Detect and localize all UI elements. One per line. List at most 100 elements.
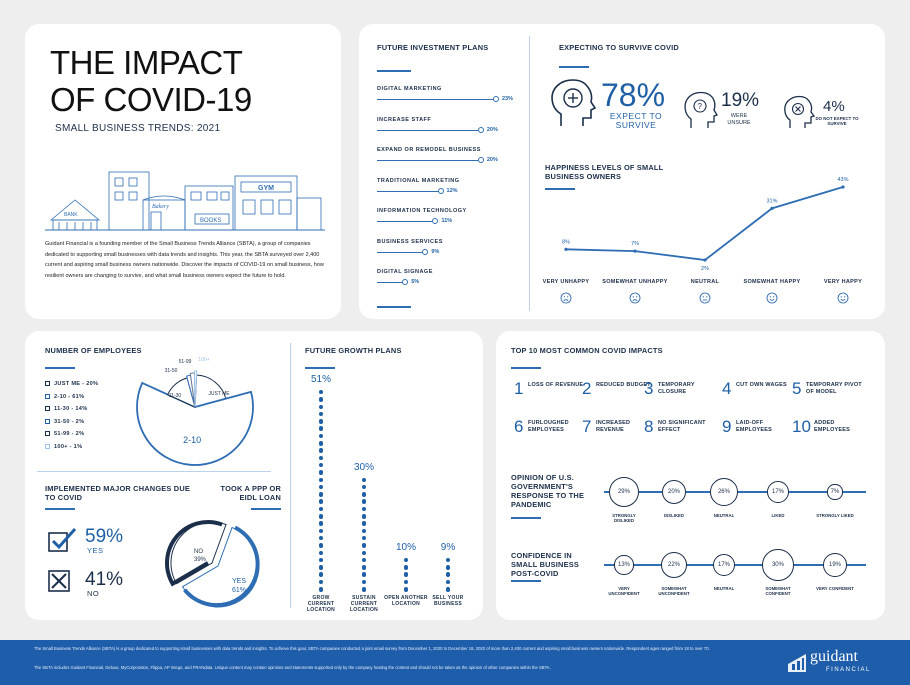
- legend-swatch: [45, 443, 50, 449]
- growth-dot: [318, 543, 324, 548]
- footer-disclaimer-1: The Small Business Trends Alliance (SBTA…: [34, 646, 710, 651]
- growth-pct: 10%: [395, 541, 416, 553]
- legend-swatch: [45, 418, 50, 424]
- impact-number: 4: [722, 379, 732, 398]
- ppp-pie-chart: NO 39% YES 61%: [165, 520, 260, 608]
- employees-legend-label: 2-10 - 61%: [54, 393, 85, 400]
- investment-bar: [377, 160, 478, 161]
- investment-bottom-rule: [377, 306, 411, 308]
- svg-text:?: ?: [698, 102, 703, 111]
- footer-disclaimer-2: The SBTA includes Guidant Financial, Del…: [34, 665, 551, 670]
- investment-bar: [377, 99, 493, 100]
- growth-dot: [403, 572, 409, 577]
- legend-swatch: [45, 431, 50, 436]
- bakery-sign: Bakery: [152, 204, 169, 210]
- investment-bar: [377, 221, 433, 222]
- happiness-point: [564, 247, 568, 251]
- employees-legend-item: JUST ME - 20%: [45, 381, 98, 387]
- head-plus-icon: [551, 79, 597, 126]
- legend-swatch: [45, 393, 50, 399]
- growth-dot: [403, 565, 409, 570]
- investment-bar-end: [477, 126, 484, 133]
- impact-number: 9: [722, 417, 732, 436]
- happiness-heading: HAPPINESS LEVELS OF SMALL BUSINESS OWNER…: [545, 163, 664, 181]
- bubble: 26%: [709, 477, 739, 507]
- employees-legend-item: 11-30 - 14%: [45, 406, 87, 412]
- employees-slice-label: 11-30: [169, 393, 182, 399]
- investment-item-label: INCREASE STAFF: [377, 116, 432, 123]
- investment-item-value: 12%: [446, 187, 458, 194]
- changes-yes-label: YES: [87, 546, 104, 555]
- bubble: 7%: [827, 484, 843, 500]
- investment-bar: [377, 129, 478, 131]
- investment-bar-end: [402, 279, 409, 285]
- growth-dot: [361, 521, 367, 526]
- ppp-yes-arc: [183, 525, 260, 608]
- section-divider: [529, 36, 530, 311]
- bubble-label: LIKED: [771, 513, 785, 518]
- investment-bar: [377, 190, 438, 192]
- investment-item-label: INFORMATION TECHNOLOGY: [377, 208, 467, 214]
- ppp-no-pct: 39%: [194, 557, 207, 563]
- happiness-category-label: VERY HAPPY: [823, 279, 863, 285]
- employees-legend-label: 31-50 - 2%: [54, 418, 85, 425]
- growth-dot: [318, 448, 324, 453]
- growth-dot: [361, 587, 367, 592]
- guidant-logo-text: guidant: [810, 648, 858, 665]
- changes-heading: IMPLEMENTED MAJOR CHANGES DUE TO COVID: [45, 484, 190, 502]
- bubble-label: DISLIKED: [663, 513, 685, 518]
- growth-dot: [318, 477, 324, 483]
- bubble-label: SOMEWHAT CONFIDENT: [765, 586, 791, 596]
- opinion-underline: [511, 517, 541, 519]
- bubble: 30%: [762, 549, 794, 581]
- bubble: 22%: [661, 552, 687, 578]
- investment-item-label: DIGITAL SIGNAGE: [377, 269, 433, 275]
- employees-slice-label: 51-99: [179, 359, 192, 365]
- employees-legend-label: 51-99 - 2%: [54, 431, 85, 437]
- investment-item-label: BUSINESS SERVICES: [377, 238, 443, 245]
- happiness-value-label: 43%: [837, 177, 848, 183]
- investment-heading: FUTURE INVESTMENT PLANS: [377, 43, 489, 52]
- growth-label: OPEN ANOTHER LOCATION: [384, 595, 428, 607]
- impact-text: CUT OWN WAGES: [736, 382, 787, 388]
- not-survive-label: DO NOT EXPECT TO SURVIVE: [815, 116, 859, 126]
- impact-text: FURLOUGHED EMPLOYEES: [528, 420, 569, 433]
- employees-heading: NUMBER OF EMPLOYEES: [45, 346, 142, 355]
- growth-dot: [318, 441, 324, 446]
- growth-dot: [318, 565, 324, 570]
- growth-pct: 9%: [440, 541, 456, 553]
- expect-survive-pct: 78%: [601, 77, 666, 113]
- impact-text: REDUCED BUDGET: [596, 382, 651, 388]
- happiness-line-chart: 8% 7% 2% 31% 43%: [562, 177, 849, 272]
- growth-pct: 30%: [353, 461, 374, 473]
- checkbox-x-icon: [48, 570, 70, 592]
- bubble: 20%: [661, 479, 687, 505]
- growth-dot: [318, 587, 324, 592]
- impact-number: 1: [514, 379, 524, 398]
- impacts-heading: TOP 10 MOST COMMON COVID IMPACTS: [511, 346, 663, 355]
- changes-no-pct: 41%: [85, 569, 124, 590]
- investment-bar: [377, 251, 423, 253]
- growth-dot: [318, 579, 324, 585]
- growth-dot: [318, 535, 324, 541]
- growth-dot: [318, 462, 324, 468]
- growth-dot: [403, 557, 409, 563]
- bubble-label: STRONGLY DISLIKED: [612, 513, 636, 523]
- growth-dot: [361, 499, 367, 504]
- frown-face-icon: [560, 292, 572, 304]
- happiness-line: [565, 186, 844, 261]
- growth-dot: [318, 521, 324, 526]
- impact-text: ADDED EMPLOYEES: [814, 420, 851, 433]
- growth-dot: [318, 389, 324, 395]
- changes-yes-pct: 59%: [85, 526, 124, 547]
- impact-text: TEMPORARY PIVOT OF MODEL: [806, 382, 862, 395]
- happiness-category-label: VERY UNHAPPY: [542, 279, 590, 285]
- growth-heading: FUTURE GROWTH PLANS: [305, 346, 402, 355]
- investment-item-value: 5%: [411, 279, 420, 285]
- ppp-yes-pct: 61%: [232, 587, 246, 594]
- growth-dot: [361, 572, 367, 577]
- expect-survive-label: EXPECT TO SURVIVE: [609, 111, 663, 130]
- investment-item-value: 20%: [486, 157, 498, 163]
- growth-dot: [445, 557, 451, 563]
